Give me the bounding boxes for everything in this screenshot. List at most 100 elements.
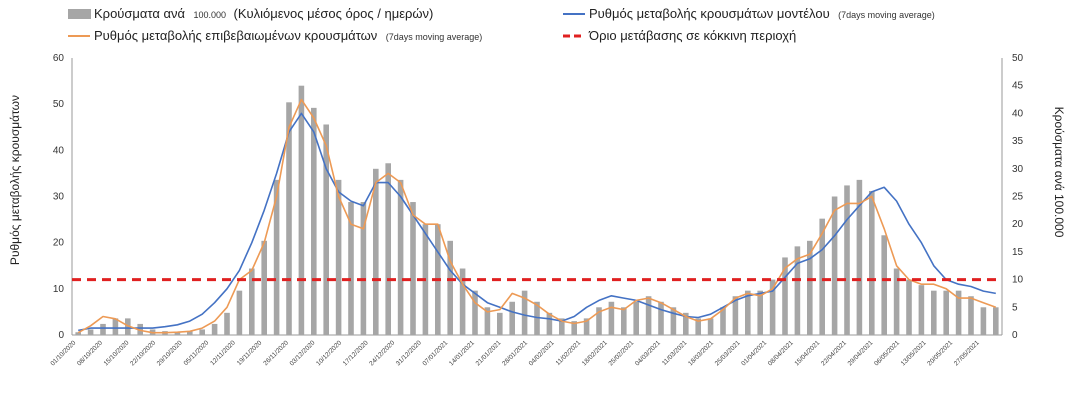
bar	[236, 290, 243, 335]
legend-threshold-label: Όριο μετάβασης σε κόκκινη περιοχή	[588, 28, 796, 43]
x-tick-label: 01/10/2020	[49, 339, 77, 367]
bar	[645, 296, 652, 335]
bar	[323, 124, 329, 335]
x-tick-label: 31/12/2020	[395, 339, 423, 367]
y-left-tick-label: 50	[53, 99, 65, 110]
x-tick-label: 17/12/2020	[342, 339, 370, 367]
x-tick-label: 03/12/2020	[289, 339, 317, 367]
bar	[125, 318, 131, 335]
bar	[621, 307, 627, 335]
x-tick-label: 20/05/2021	[926, 339, 954, 367]
x-tick-label: 08/10/2020	[76, 339, 104, 367]
bar	[100, 323, 106, 335]
bar	[360, 202, 367, 335]
bar	[174, 332, 181, 335]
bar	[199, 329, 205, 335]
bar	[583, 318, 590, 335]
x-tick-label: 01/04/2021	[740, 339, 768, 367]
x-tick-label: 04/02/2021	[528, 339, 556, 367]
bar	[273, 179, 280, 335]
y-axis-right-title: Κρούσματα ανά 100.000	[1052, 107, 1066, 238]
bar	[112, 318, 119, 335]
bar	[484, 307, 491, 335]
x-tick-label: 29/10/2020	[156, 339, 184, 367]
bar	[211, 323, 218, 335]
bar	[943, 290, 949, 335]
legend-model-label-main: Ρυθμός μεταβολής κρουσμάτων μοντέλου	[589, 6, 830, 21]
bar	[993, 307, 999, 335]
bar	[608, 301, 615, 335]
bar	[658, 301, 664, 335]
x-tick-label: 22/10/2020	[129, 339, 157, 367]
y-right-tick-label: 30	[1012, 164, 1024, 175]
bar	[695, 318, 701, 335]
bar	[521, 290, 528, 335]
bar	[410, 202, 416, 335]
y-left-tick-label: 10	[53, 284, 65, 295]
bar	[137, 323, 143, 335]
legend-bars-label-main: Κρούσματα ανά	[94, 6, 186, 21]
bar	[509, 301, 515, 335]
x-tick-label: 08/04/2021	[767, 339, 795, 367]
x-tick-label: 06/05/2021	[873, 339, 901, 367]
bar	[546, 312, 553, 335]
bar	[447, 240, 453, 335]
bar	[931, 290, 937, 335]
x-tick-label: 14/01/2021	[448, 339, 476, 367]
bar	[385, 163, 391, 335]
bar	[75, 332, 81, 335]
bar	[757, 290, 763, 335]
y-axis-left-title: Ρυθμός μεταβολής κρουσμάτων	[8, 95, 22, 265]
legend: Κρούσματα ανά 100.000 (Κυλιόμενος μέσος …	[68, 6, 935, 44]
bar	[571, 321, 577, 335]
bar	[187, 331, 193, 335]
legend-model-label-small: (7days moving average)	[838, 10, 935, 20]
x-tick-label: 28/01/2021	[501, 339, 529, 367]
x-tick-label: 19/11/2020	[236, 339, 264, 367]
y-right-tick-label: 10	[1012, 275, 1024, 286]
bar	[348, 202, 354, 335]
y-right-tick-label: 0	[1012, 330, 1018, 341]
x-tick-label: 18/02/2021	[581, 339, 609, 367]
bar	[720, 307, 726, 335]
x-tick-label: 26/11/2020	[262, 339, 290, 367]
y-right-tick-label: 20	[1012, 219, 1024, 230]
x-tick-label: 15/10/2020	[103, 339, 131, 367]
bar	[831, 196, 838, 335]
x-tick-label: 12/11/2020	[209, 339, 237, 367]
bar	[968, 296, 974, 335]
svg-text:Ρυθμός μεταβολής επιβεβαιωμένω: Ρυθμός μεταβολής επιβεβαιωμένων κρουσμάτ…	[94, 27, 482, 44]
bar	[844, 185, 850, 335]
bar	[707, 318, 714, 335]
x-tick-label: 29/04/2021	[847, 339, 875, 367]
bar	[856, 179, 863, 335]
x-tick-label: 10/12/2020	[315, 339, 343, 367]
x-tick-label: 22/04/2021	[820, 339, 848, 367]
x-tick-label: 18/03/2021	[687, 339, 715, 367]
model-rate-line	[78, 112, 996, 332]
legend-bars-label-rest: (Κυλιόμενος μέσος όρος / ημερών)	[234, 6, 434, 21]
bar	[670, 307, 677, 335]
bar	[397, 179, 404, 335]
legend-bars-label-small: 100.000	[194, 10, 227, 20]
bar	[819, 218, 825, 335]
bar	[534, 301, 540, 335]
y-right-tick-label: 45	[1012, 81, 1024, 92]
plot-area: 0 10 20 30 40 50 60 0 5 10 15 20 25 30 35 40 45 50 01/10/2…	[49, 53, 1023, 367]
bar	[633, 301, 639, 335]
bar	[224, 312, 230, 335]
bar	[782, 257, 788, 335]
y-right-tick-label: 50	[1012, 53, 1024, 64]
bar	[807, 240, 813, 335]
bar	[745, 290, 751, 335]
y-right-tick-label: 40	[1012, 108, 1024, 119]
bar	[881, 235, 887, 335]
bar	[769, 279, 776, 335]
x-tick-label: 05/11/2020	[183, 339, 211, 367]
bar	[869, 190, 875, 335]
x-tick-label: 13/05/2021	[900, 339, 928, 367]
bar	[732, 296, 739, 335]
x-tick-label: 15/04/2021	[793, 339, 821, 367]
y-left-tick-label: 0	[58, 330, 64, 341]
